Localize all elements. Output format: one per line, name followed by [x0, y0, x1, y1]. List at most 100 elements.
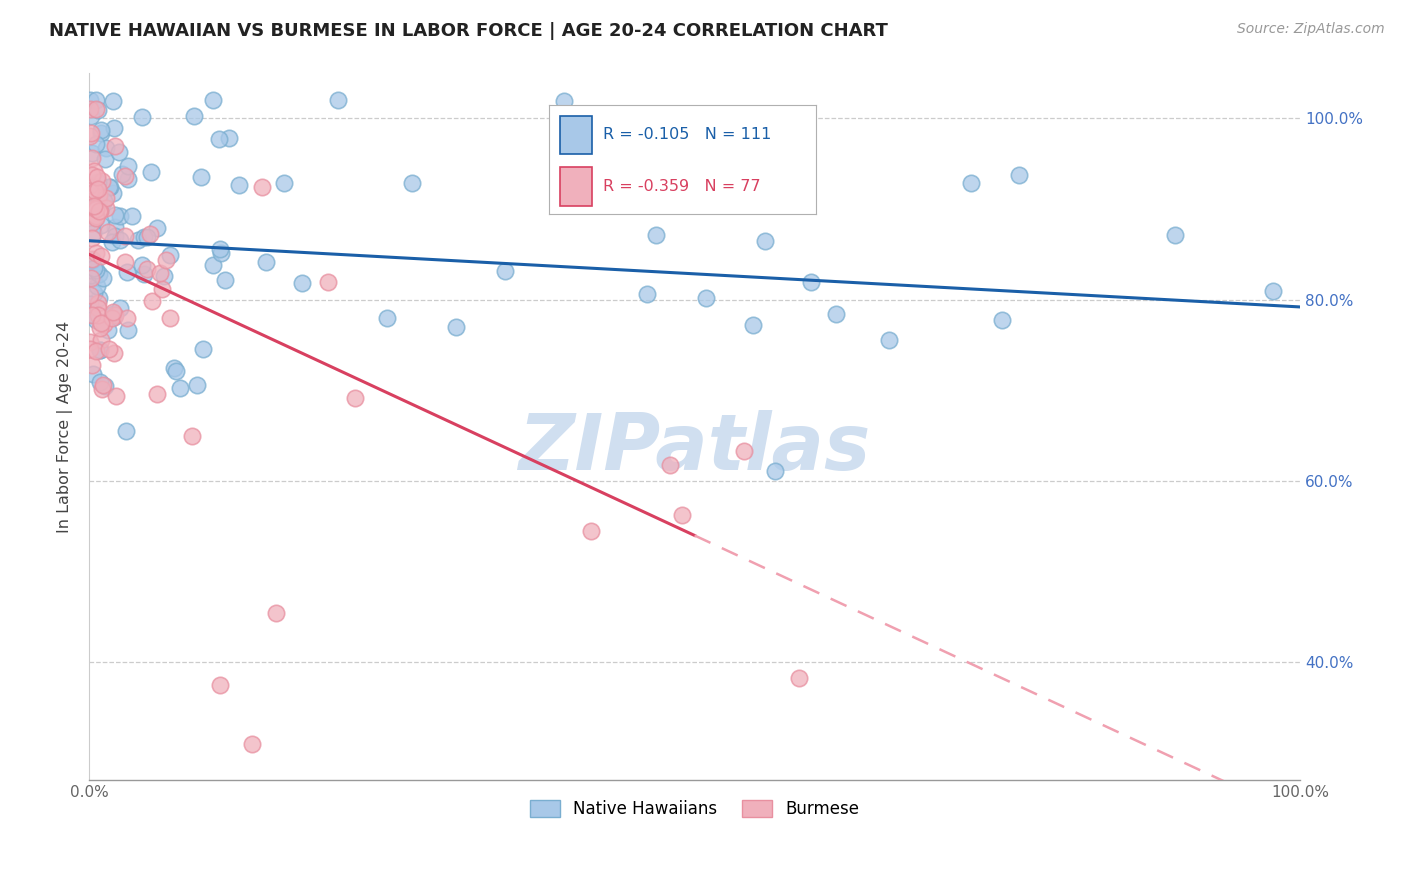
Point — [328, 93, 350, 107]
Point — [741, 318, 763, 332]
Point — [824, 307, 846, 321]
Point — [90, 248, 112, 262]
Point — [111, 167, 134, 181]
Point — [89, 376, 111, 390]
Point — [84, 93, 107, 107]
Text: ZIPatlas: ZIPatlas — [519, 409, 870, 486]
Point — [84, 201, 107, 215]
Point — [141, 293, 163, 308]
Point — [79, 109, 101, 123]
Legend: Native Hawaiians, Burmese: Native Hawaiians, Burmese — [523, 794, 866, 825]
Point — [190, 170, 212, 185]
Point — [87, 182, 110, 196]
Point — [134, 267, 156, 281]
Point — [94, 152, 117, 166]
Point — [165, 364, 187, 378]
Point — [104, 138, 127, 153]
Point — [208, 132, 231, 146]
Point — [108, 145, 131, 160]
Point — [135, 230, 157, 244]
Point — [87, 267, 110, 281]
Point — [94, 191, 117, 205]
Point — [291, 277, 314, 291]
Point — [149, 266, 172, 280]
Point — [91, 174, 114, 188]
Point — [104, 228, 127, 243]
Point — [86, 278, 108, 293]
Point — [80, 168, 103, 182]
Point — [84, 202, 107, 216]
Point — [83, 199, 105, 213]
Point — [117, 265, 139, 279]
Point — [127, 233, 149, 247]
Point — [104, 308, 127, 322]
Point — [150, 282, 173, 296]
Point — [787, 671, 810, 685]
Point — [141, 164, 163, 178]
Point — [84, 209, 107, 223]
Point — [90, 383, 112, 397]
Point — [228, 178, 250, 193]
Point — [98, 342, 121, 356]
Point — [763, 464, 786, 478]
Point — [163, 360, 186, 375]
Point — [121, 209, 143, 223]
Point — [318, 275, 340, 289]
Point — [90, 127, 112, 141]
Point — [108, 210, 131, 224]
Point — [83, 201, 105, 215]
Point — [87, 103, 110, 117]
Point — [135, 261, 157, 276]
Point — [93, 270, 115, 285]
Point — [183, 108, 205, 122]
Point — [90, 123, 112, 137]
Point — [131, 258, 153, 272]
Point — [79, 93, 101, 107]
Point — [89, 321, 111, 335]
Point — [401, 176, 423, 190]
Point — [79, 335, 101, 350]
Point — [79, 102, 101, 116]
Point — [101, 308, 124, 322]
Point — [90, 316, 112, 330]
Point — [87, 291, 110, 305]
Point — [264, 606, 287, 620]
Point — [80, 126, 103, 140]
Point — [98, 180, 121, 194]
Point — [115, 310, 138, 325]
Point — [80, 145, 103, 160]
Point — [94, 201, 117, 215]
Point — [79, 342, 101, 356]
Point — [80, 358, 103, 372]
Point — [79, 307, 101, 321]
Point — [87, 308, 110, 322]
Point — [636, 287, 658, 301]
Point — [1164, 228, 1187, 243]
Point — [155, 252, 177, 267]
Point — [250, 180, 273, 194]
Point — [86, 313, 108, 327]
Point — [97, 225, 120, 239]
Point — [115, 424, 138, 438]
Point — [494, 264, 516, 278]
Point — [82, 252, 104, 266]
Point — [159, 311, 181, 326]
Point — [146, 387, 169, 401]
Point — [89, 187, 111, 202]
Point — [80, 216, 103, 230]
Point — [114, 228, 136, 243]
Point — [82, 226, 104, 240]
Point — [79, 178, 101, 192]
Point — [114, 254, 136, 268]
Point — [84, 184, 107, 198]
Point — [209, 246, 232, 260]
Point — [1263, 284, 1285, 298]
Point — [79, 297, 101, 311]
Point — [82, 231, 104, 245]
Point — [201, 258, 224, 272]
Point — [242, 737, 264, 751]
Point — [103, 345, 125, 359]
Point — [91, 378, 114, 392]
Point — [79, 207, 101, 221]
Point — [87, 296, 110, 310]
